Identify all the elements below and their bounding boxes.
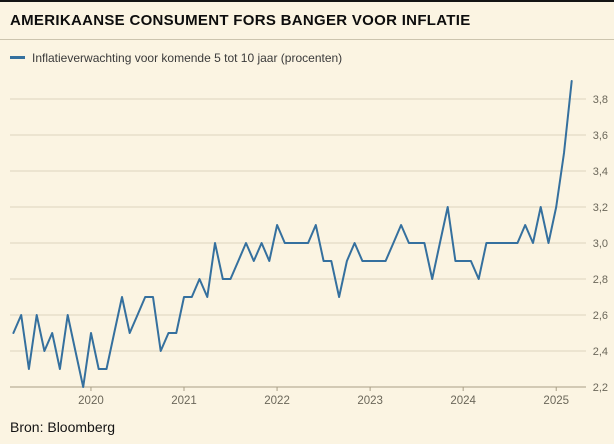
inflation-expectation-line bbox=[12, 80, 573, 388]
y-axis-tick-label: 2,6 bbox=[593, 310, 608, 322]
legend-line-icon bbox=[10, 56, 25, 59]
x-axis-tick-label: 2023 bbox=[357, 395, 383, 407]
y-axis-tick-label: 3,8 bbox=[593, 94, 608, 106]
y-axis-tick-label: 3,6 bbox=[593, 130, 608, 142]
x-axis-tick-label: 2021 bbox=[171, 395, 197, 407]
y-axis-tick-label: 2,4 bbox=[593, 346, 608, 358]
y-axis-tick-label: 3,2 bbox=[593, 202, 608, 214]
y-axis-tick-label: 2,8 bbox=[593, 274, 608, 286]
x-axis-tick-label: 2024 bbox=[450, 395, 476, 407]
title-divider bbox=[0, 39, 614, 40]
chart-title: AMERIKAANSE CONSUMENT FORS BANGER VOOR I… bbox=[10, 12, 471, 29]
y-axis-tick-label: 2,2 bbox=[593, 382, 608, 394]
legend-label: Inflatieverwachting voor komende 5 tot 1… bbox=[32, 50, 343, 65]
line-chart: 2,2 2,4 2,6 2,8 3,0 3,2 3,4 3,6 3,8 2020 2021 2022 2… bbox=[10, 80, 608, 407]
x-axis-tick-label: 2025 bbox=[543, 395, 569, 407]
y-axis-tick-label: 3,4 bbox=[593, 166, 608, 178]
y-axis-tick-label: 3,0 bbox=[593, 238, 608, 250]
x-axis-tick-label: 2020 bbox=[78, 395, 104, 407]
legend: Inflatieverwachting voor komende 5 tot 1… bbox=[10, 50, 604, 65]
x-axis-tick-label: 2022 bbox=[264, 395, 290, 407]
source-credit: Bron: Bloomberg bbox=[10, 419, 116, 435]
